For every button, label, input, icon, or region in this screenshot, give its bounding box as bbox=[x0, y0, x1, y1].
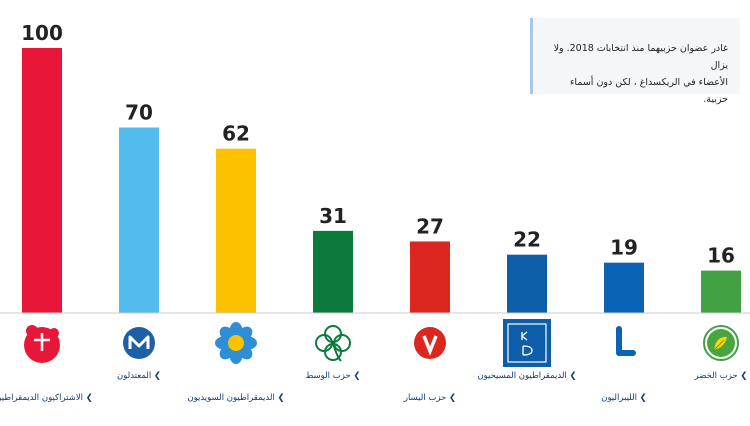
bar bbox=[604, 262, 644, 313]
bar bbox=[119, 127, 159, 313]
bar bbox=[22, 48, 62, 313]
bar bbox=[507, 254, 547, 313]
value-label: 27 bbox=[416, 214, 444, 238]
category-label[interactable]: الاشتراكيون الديمقراطيون ❮ bbox=[0, 393, 93, 403]
bar bbox=[701, 270, 741, 313]
info-note-line1: غادر عضوان حزبيهما منذ انتخابات 2018. ول… bbox=[553, 43, 728, 71]
sweden-democrats-logo-icon bbox=[215, 322, 257, 364]
green-party-logo-icon bbox=[703, 325, 739, 361]
value-label: 62 bbox=[222, 122, 250, 146]
bar bbox=[313, 230, 353, 313]
liberals-logo-icon bbox=[616, 326, 636, 356]
category-label[interactable]: المعتدلون ❮ bbox=[117, 371, 161, 381]
category-label[interactable]: حزب الخضر ❮ bbox=[694, 371, 748, 381]
category-label[interactable]: حزب اليسار ❮ bbox=[403, 393, 456, 403]
category-label[interactable]: الليبراليون ❮ bbox=[601, 393, 647, 403]
bar bbox=[410, 241, 450, 313]
value-label: 70 bbox=[125, 101, 153, 125]
centre-party-logo-icon bbox=[315, 325, 351, 362]
value-label: 19 bbox=[610, 236, 638, 260]
moderates-logo-icon bbox=[123, 327, 155, 359]
bar bbox=[216, 148, 256, 313]
social-democrats-logo-icon bbox=[24, 325, 60, 363]
value-label: 22 bbox=[513, 228, 541, 252]
category-label[interactable]: حزب الوسط ❮ bbox=[305, 371, 360, 381]
category-label[interactable]: الديمقراطيون المسيحيون ❮ bbox=[477, 371, 576, 381]
value-label: 100 bbox=[21, 21, 63, 45]
value-label: 31 bbox=[319, 204, 347, 228]
left-party-logo-icon bbox=[414, 327, 446, 359]
category-label[interactable]: الديمقراطيون السويديون ❮ bbox=[187, 393, 284, 403]
value-label: 16 bbox=[707, 244, 735, 268]
info-note-line2: الأعضاء في الريكسداغ ، لكن دون أسماء حزب… bbox=[569, 77, 728, 105]
christian-democrats-logo-icon bbox=[503, 319, 551, 367]
info-note: غادر عضوان حزبيهما منذ انتخابات 2018. ول… bbox=[530, 18, 740, 105]
